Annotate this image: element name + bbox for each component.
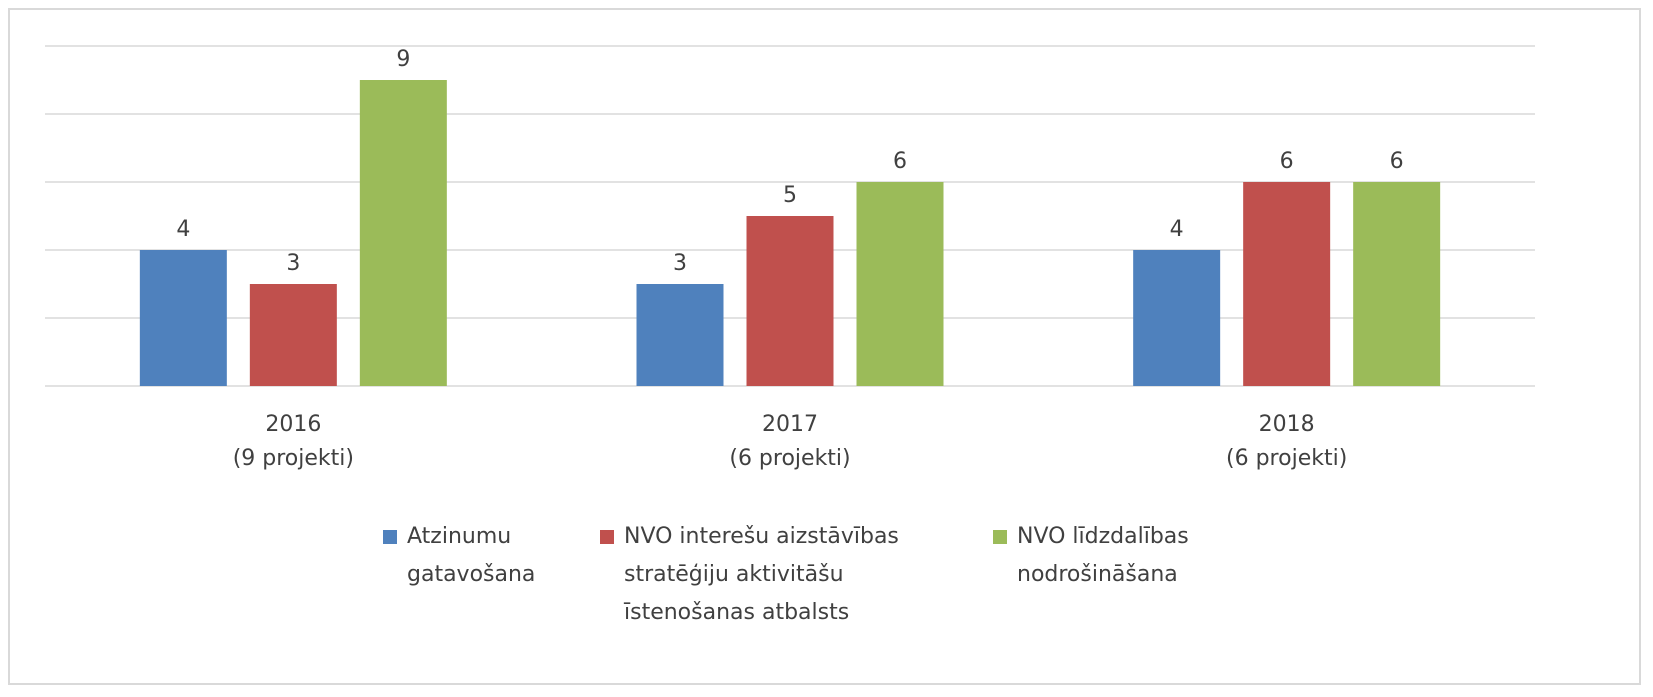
x-tick-label: 2017 (6 projekti) (729, 412, 851, 471)
bar (746, 216, 834, 386)
data-label: 4 (176, 217, 190, 242)
bar (359, 80, 447, 386)
bar (249, 284, 337, 386)
bar (1243, 182, 1331, 386)
x-tick-label: 2016 (9 projekti) (232, 412, 354, 471)
data-label: 3 (286, 251, 300, 276)
legend-item: Atzinumu gatavošana (383, 518, 563, 594)
legend-item: NVO interešu aizstāvības stratēģiju akti… (600, 518, 940, 632)
data-label: 6 (893, 149, 907, 174)
bar (1133, 250, 1221, 386)
data-label: 9 (396, 47, 410, 72)
legend-label: NVO interešu aizstāvības stratēģiju akti… (624, 524, 899, 625)
legend-swatch (600, 530, 614, 544)
chart-frame (8, 8, 1641, 685)
legend-item: NVO līdzdalības nodrošināšana (993, 518, 1223, 594)
legend-label: NVO līdzdalības nodrošināšana (1017, 524, 1189, 587)
bar (1353, 182, 1441, 386)
data-label: 3 (673, 251, 687, 276)
data-label: 4 (1170, 217, 1184, 242)
legend-swatch (993, 530, 1007, 544)
data-label: 6 (1280, 149, 1294, 174)
bar (636, 284, 724, 386)
data-label: 6 (1390, 149, 1404, 174)
data-label: 5 (783, 183, 797, 208)
legend-label: Atzinumu gatavošana (407, 524, 536, 587)
legend-swatch (383, 530, 397, 544)
bar (856, 182, 944, 386)
bar (139, 250, 227, 386)
x-tick-label: 2018 (6 projekti) (1226, 412, 1348, 471)
